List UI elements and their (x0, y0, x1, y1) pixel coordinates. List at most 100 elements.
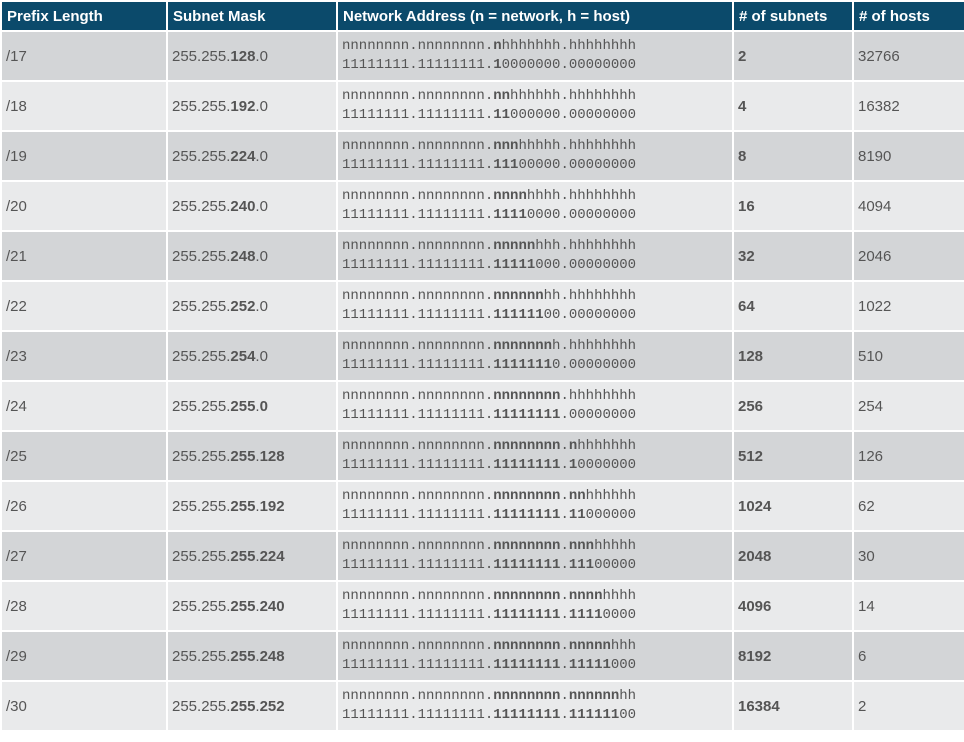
text-segment: hhhhh (594, 538, 637, 554)
bold-segment: 128 (259, 447, 285, 465)
text-segment: hhh.hhhhhhhh (535, 238, 637, 254)
hosts-cell: 6 (854, 632, 964, 680)
text-segment: hhhhhh.hhhhhhhh (510, 88, 637, 104)
binary-mask-line: 11111111.11111111.10000000.00000000 (342, 56, 732, 75)
bold-segment: nnnnnnnn (493, 438, 561, 454)
bold-segment: 11111111 (493, 557, 561, 573)
bold-segment: 11111111 (493, 607, 561, 623)
header-num-hosts: # of hosts (854, 2, 964, 30)
bold-segment: nnnnnnnn (493, 488, 561, 504)
bold-segment: nnnnnnnn (493, 688, 561, 704)
subnets-cell: 512 (734, 432, 852, 480)
bold-segment: 240 (259, 597, 285, 615)
table-row: /29 255.255.255.248 nnnnnnnn.nnnnnnnn.nnnn… (2, 632, 964, 680)
text-segment: . (560, 638, 569, 654)
hosts-cell: 254 (854, 382, 964, 430)
hosts-cell: 8190 (854, 132, 964, 180)
network-host-line: nnnnnnnn.nnnnnnnn.nnnnnnnn.nnnhhhhh (342, 537, 732, 556)
subnets-value: 8 (738, 147, 747, 165)
bold-segment: 255 (230, 647, 256, 665)
hosts-cell: 2046 (854, 232, 964, 280)
prefix-cell: /19 (2, 132, 166, 180)
bold-segment: 128 (230, 47, 256, 65)
text-segment: hhhhhh (585, 488, 637, 504)
mask-cell: 255.255.255.248 (168, 632, 336, 680)
network-host-line: nnnnnnnn.nnnnnnnn.nnnnnnnn.hhhhhhhh (342, 387, 732, 406)
bold-segment: nnnnn (568, 638, 611, 654)
subnets-cell: 2048 (734, 532, 852, 580)
mask-cell: 255.255.255.128 (168, 432, 336, 480)
text-segment: . (560, 607, 569, 623)
bold-segment: n (493, 38, 502, 54)
network-address-cell: nnnnnnnn.nnnnnnnn.nnnnnnnh.hhhhhhhh 11111… (338, 332, 732, 380)
network-address-cell: nnnnnnnn.nnnnnnnn.nnnnnnnn.hhhhhhhh 11111… (338, 382, 732, 430)
bold-segment: n (568, 438, 578, 454)
bold-segment: 255 (230, 397, 256, 415)
subnets-cell: 2 (734, 32, 852, 80)
bold-segment: nnnnnn (568, 688, 620, 704)
text-segment: 11111111.11111111. (342, 257, 494, 273)
bold-segment: 254 (230, 347, 256, 365)
subnets-cell: 4096 (734, 582, 852, 630)
table-row: /26 255.255.255.192 nnnnnnnn.nnnnnnnn.nnnn… (2, 482, 964, 530)
text-segment: 11111111.11111111. (342, 157, 494, 173)
bold-segment: 248 (259, 647, 285, 665)
subnets-cell: 8192 (734, 632, 852, 680)
bold-segment: 11111111 (493, 507, 561, 523)
text-segment: . (255, 497, 260, 515)
table-row: /25 255.255.255.128 nnnnnnnn.nnnnnnnn.nnnn… (2, 432, 964, 480)
text-segment: hhhhhhh.hhhhhhhh (501, 38, 637, 54)
text-segment: .0 (255, 147, 268, 165)
table-row: /22 255.255.252.0 nnnnnnnn.nnnnnnnn.nnnnnn… (2, 282, 964, 330)
bold-segment: 11111111 (493, 707, 561, 723)
binary-mask-line: 11111111.11111111.11111111.11000000 (342, 506, 732, 525)
text-segment: 0000.00000000 (526, 207, 637, 223)
subnets-value: 256 (738, 397, 764, 415)
bold-segment: 0 (259, 397, 268, 415)
mask-cell: 255.255.224.0 (168, 132, 336, 180)
subnets-cell: 64 (734, 282, 852, 330)
text-segment: 255.255. (172, 447, 231, 465)
text-segment: .0 (255, 47, 268, 65)
text-segment: nnnnnnnn.nnnnnnnn. (342, 288, 494, 304)
bold-segment: 111111 (568, 707, 620, 723)
text-segment: hh.hhhhhhhh (543, 288, 637, 304)
bold-segment: nnnnnnnn (493, 388, 561, 404)
network-host-line: nnnnnnnn.nnnnnnnn.nnnnhhhh.hhhhhhhh (342, 187, 732, 206)
prefix-cell: /30 (2, 682, 166, 730)
bold-segment: nnn (568, 538, 595, 554)
text-segment: 255.255. (172, 697, 231, 715)
text-segment: 00 (619, 707, 637, 723)
subnets-cell: 32 (734, 232, 852, 280)
text-segment: . (255, 447, 260, 465)
bold-segment: 224 (259, 547, 285, 565)
subnets-value: 2 (738, 47, 747, 65)
prefix-cell: /22 (2, 282, 166, 330)
hosts-cell: 14 (854, 582, 964, 630)
text-segment: hhhh.hhhhhhhh (526, 188, 637, 204)
bold-segment: nnnnnn (493, 288, 544, 304)
network-address-cell: nnnnnnnn.nnnnnnnn.nnnnnnnn.nnnnnhhh 11111… (338, 632, 732, 680)
header-prefix-length: Prefix Length (2, 2, 166, 30)
prefix-cell: /20 (2, 182, 166, 230)
network-address-cell: nnnnnnnn.nnnnnnnn.nnnnnnnn.nnnnnnhh 11111… (338, 682, 732, 730)
table-row: /20 255.255.240.0 nnnnnnnn.nnnnnnnn.nnnnhh… (2, 182, 964, 230)
network-host-line: nnnnnnnn.nnnnnnnn.nnnhhhhh.hhhhhhhh (342, 137, 732, 156)
binary-mask-line: 11111111.11111111.11111111.11111000 (342, 656, 732, 675)
network-host-line: nnnnnnnn.nnnnnnnn.nnnnnnnn.nnnnnnhh (342, 687, 732, 706)
binary-mask-line: 11111111.11111111.11100000.00000000 (342, 156, 732, 175)
text-segment: 00000.00000000 (518, 157, 637, 173)
text-segment: .0 (255, 297, 268, 315)
text-segment: 255.255. (172, 47, 231, 65)
network-address-cell: nnnnnnnn.nnnnnnnn.nnnnnnhh.hhhhhhhh 11111… (338, 282, 732, 330)
binary-mask-line: 11111111.11111111.11111100.00000000 (342, 306, 732, 325)
table-row: /18 255.255.192.0 nnnnnnnn.nnnnnnnn.nnhhhh… (2, 82, 964, 130)
bold-segment: nnnnnnnn (493, 638, 561, 654)
mask-cell: 255.255.240.0 (168, 182, 336, 230)
subnets-cell: 256 (734, 382, 852, 430)
subnets-value: 512 (738, 447, 764, 465)
bold-segment: 111111 (493, 307, 544, 323)
text-segment: 11111111.11111111. (342, 507, 494, 523)
text-segment: .hhhhhhhh (560, 388, 637, 404)
text-segment: . (560, 538, 569, 554)
